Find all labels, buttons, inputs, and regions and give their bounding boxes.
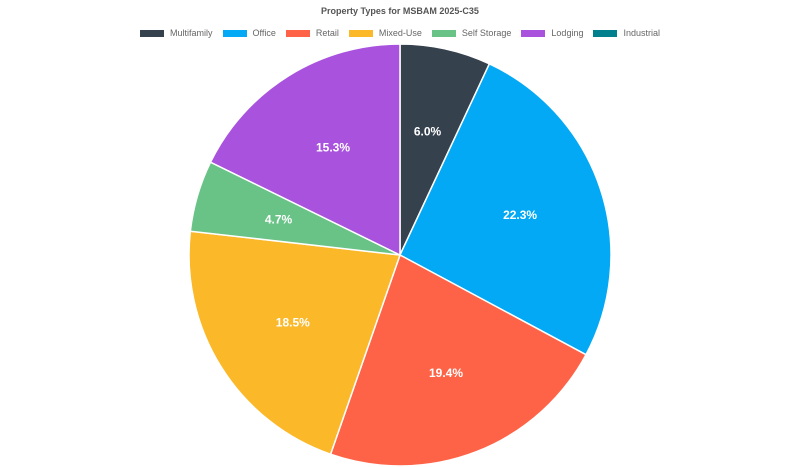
legend-label: Office bbox=[252, 28, 276, 38]
legend-item-industrial[interactable]: Industrial bbox=[593, 28, 660, 38]
legend-swatch bbox=[222, 29, 247, 37]
slice-label: 19.4% bbox=[429, 366, 463, 380]
legend-swatch bbox=[348, 29, 373, 37]
legend-swatch bbox=[593, 29, 618, 37]
legend-swatch bbox=[521, 29, 546, 37]
pie-slice-lodging[interactable] bbox=[209, 43, 401, 257]
pie-slice-mixed-use[interactable] bbox=[188, 230, 402, 456]
legend-item-office[interactable]: Office bbox=[222, 28, 276, 38]
legend-swatch bbox=[140, 29, 164, 37]
legend-swatch bbox=[285, 29, 310, 37]
legend-item-mixed-use[interactable]: Mixed-Use bbox=[348, 28, 422, 38]
slice-label: 4.7% bbox=[265, 213, 293, 227]
slice-label: 6.0% bbox=[414, 124, 442, 138]
legend-label: Lodging bbox=[551, 28, 584, 38]
legend-label: Retail bbox=[315, 28, 339, 38]
legend-label: Mixed-Use bbox=[378, 28, 422, 38]
slice-label: 18.5% bbox=[276, 315, 310, 329]
legend-label: Self Storage bbox=[461, 28, 512, 38]
pie-slice-office[interactable] bbox=[399, 62, 612, 356]
slice-label: 15.3% bbox=[316, 141, 350, 155]
legend-item-self-storage[interactable]: Self Storage bbox=[431, 28, 512, 38]
slice-label: 22.3% bbox=[503, 208, 537, 222]
legend-item-retail[interactable]: Retail bbox=[285, 28, 339, 38]
pie-slices bbox=[188, 43, 612, 467]
legend-label: Multifamily bbox=[170, 28, 213, 38]
legend-swatch bbox=[431, 29, 456, 37]
legend-label: Industrial bbox=[623, 28, 660, 38]
legend-item-lodging[interactable]: Lodging bbox=[521, 28, 583, 38]
legend: Multifamily Office Retail Mixed-Use Self… bbox=[0, 28, 800, 38]
pie-labels: 6.0% 22.3% 19.4% 18.5% 4.7% 15.3% bbox=[265, 124, 538, 380]
pie-slice-retail[interactable] bbox=[329, 253, 587, 467]
chart-title: Property Types for MSBAM 2025-C35 bbox=[321, 6, 479, 16]
legend-item-multifamily[interactable]: Multifamily bbox=[140, 28, 213, 38]
